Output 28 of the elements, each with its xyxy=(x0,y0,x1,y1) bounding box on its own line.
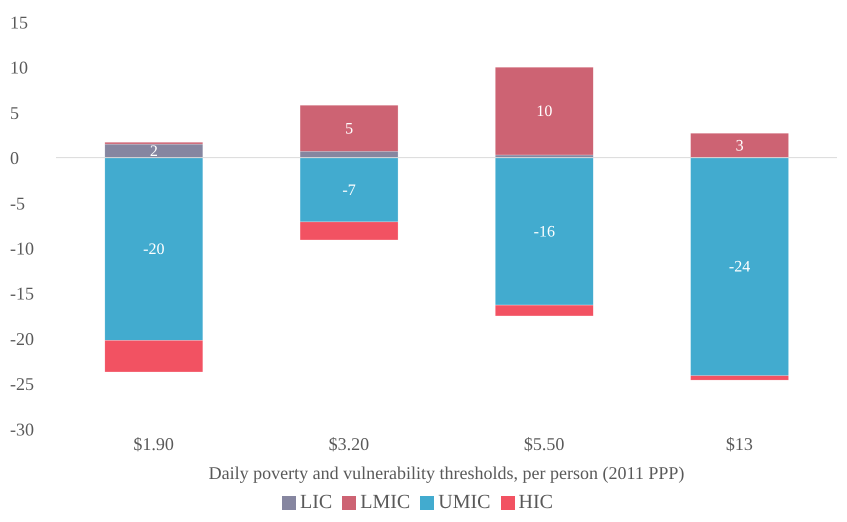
y-tick-label: -10 xyxy=(10,238,34,258)
y-tick-label: -25 xyxy=(10,374,34,394)
x-tick-label: $3.20 xyxy=(328,434,370,454)
y-tick-label: -5 xyxy=(10,193,25,214)
data-label: 5 xyxy=(345,120,354,138)
data-label: -20 xyxy=(143,241,164,258)
legend-label: LMIC xyxy=(360,491,410,513)
y-tick-label: -20 xyxy=(10,328,34,349)
data-label: 3 xyxy=(736,137,744,154)
data-label: -16 xyxy=(534,223,555,240)
y-tick-label: 5 xyxy=(10,102,19,123)
data-label: -7 xyxy=(342,182,356,199)
y-tick-label: -30 xyxy=(10,419,34,440)
data-label: -24 xyxy=(728,258,750,276)
legend-label: UMIC xyxy=(438,491,490,513)
legend-label: HIC xyxy=(518,491,553,513)
bar xyxy=(495,66,594,156)
legend-label: LIC xyxy=(300,491,332,513)
y-tick-label: -15 xyxy=(10,284,34,304)
y-tick-label: 0 xyxy=(10,148,19,168)
x-axis-title: Daily poverty and vulnerability thresholds, per person (2011 PPP) xyxy=(208,463,684,483)
x-tick-label: $1.90 xyxy=(133,434,174,454)
y-tick-label: 15 xyxy=(10,12,28,32)
data-label: 10 xyxy=(536,103,552,120)
data-label: 2 xyxy=(150,142,158,160)
x-tick-label: $5.50 xyxy=(524,434,564,454)
y-tick-label: 10 xyxy=(10,58,28,78)
x-tick-label: $13 xyxy=(726,434,753,454)
